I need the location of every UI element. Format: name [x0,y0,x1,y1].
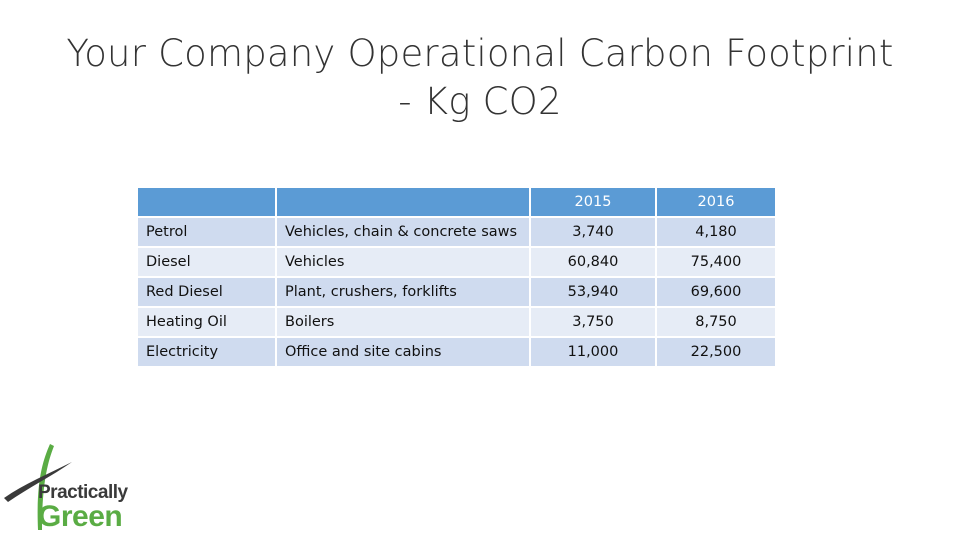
title-line-2: - Kg CO2 [398,80,562,123]
table-row: Electricity Office and site cabins 11,00… [136,336,777,368]
carbon-footprint-table: 2015 2016 Petrol Vehicles, chain & concr… [136,186,777,368]
table-row: Petrol Vehicles, chain & concrete saws 3… [136,216,777,248]
header-cell-fuel [136,186,277,218]
use-cell: Vehicles [275,246,531,278]
use-cell: Boilers [275,306,531,338]
header-cell-2015: 2015 [529,186,657,218]
value-2015-cell: 60,840 [529,246,657,278]
value-2016-cell: 69,600 [655,276,777,308]
logo-text-practically: Practically [38,482,128,503]
value-2015-cell: 3,740 [529,216,657,248]
use-cell: Plant, crushers, forklifts [275,276,531,308]
use-cell: Vehicles, chain & concrete saws [275,216,531,248]
value-2016-cell: 4,180 [655,216,777,248]
fuel-cell: Diesel [136,246,277,278]
slide-title: Your Company Operational Carbon Footprin… [60,30,900,126]
fuel-cell: Petrol [136,216,277,248]
table-header-row: 2015 2016 [136,186,777,218]
table-row: Red Diesel Plant, crushers, forklifts 53… [136,276,777,308]
logo-text-green: Green [38,500,123,533]
fuel-cell: Red Diesel [136,276,277,308]
value-2015-cell: 11,000 [529,336,657,368]
value-2016-cell: 22,500 [655,336,777,368]
practically-green-logo: Practically Green [2,440,142,535]
table-row: Diesel Vehicles 60,840 75,400 [136,246,777,278]
header-cell-use [275,186,531,218]
value-2015-cell: 3,750 [529,306,657,338]
header-cell-2016: 2016 [655,186,777,218]
use-cell: Office and site cabins [275,336,531,368]
value-2016-cell: 75,400 [655,246,777,278]
leaf-swoosh-icon [4,444,72,530]
fuel-cell: Electricity [136,336,277,368]
value-2015-cell: 53,940 [529,276,657,308]
fuel-cell: Heating Oil [136,306,277,338]
value-2016-cell: 8,750 [655,306,777,338]
title-line-1: Your Company Operational Carbon Footprin… [66,32,894,75]
table-row: Heating Oil Boilers 3,750 8,750 [136,306,777,338]
